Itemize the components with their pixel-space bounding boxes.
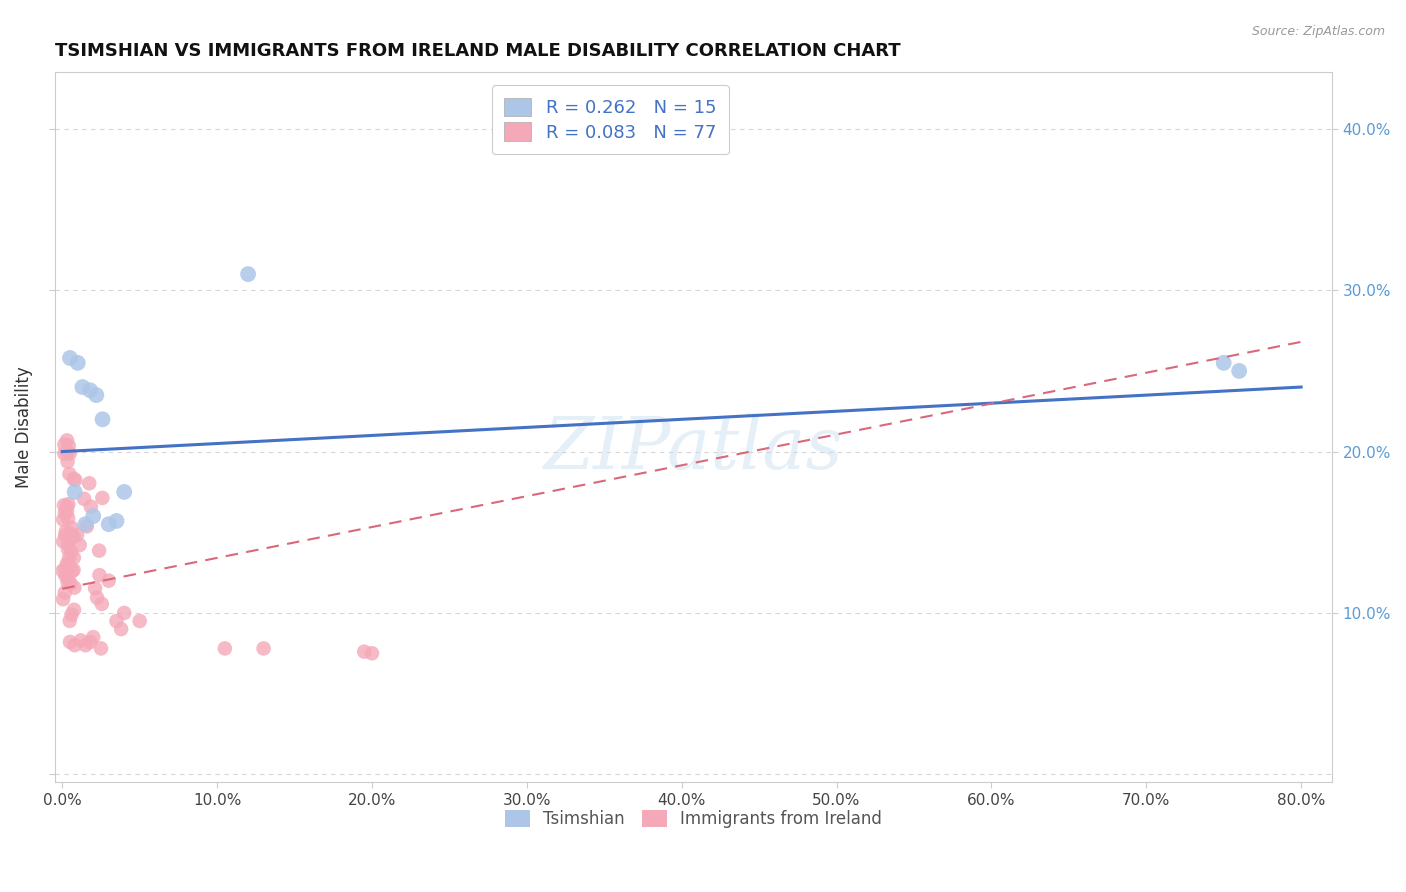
Point — [62, 530, 84, 544]
Point — [58, 497, 80, 511]
Point — [55, 569, 77, 583]
Point — [252, 641, 274, 656]
Point — [60, 545, 83, 559]
Point — [214, 641, 236, 656]
Point — [56, 504, 79, 518]
Point — [97, 517, 120, 532]
Point — [58, 532, 80, 546]
Point — [105, 514, 128, 528]
Point — [90, 641, 112, 656]
Point — [56, 445, 79, 459]
Point — [53, 528, 76, 542]
Point — [72, 380, 94, 394]
Point — [62, 550, 84, 565]
Point — [82, 509, 104, 524]
Point — [60, 564, 83, 578]
Point — [55, 524, 77, 539]
Point — [56, 542, 79, 557]
Point — [236, 267, 259, 281]
Point — [62, 563, 84, 577]
Point — [63, 484, 86, 499]
Point — [62, 472, 84, 486]
Text: TSIMSHIAN VS IMMIGRANTS FROM IRELAND MALE DISABILITY CORRELATION CHART: TSIMSHIAN VS IMMIGRANTS FROM IRELAND MAL… — [55, 42, 900, 60]
Point — [56, 576, 79, 591]
Point — [58, 550, 80, 565]
Point — [58, 438, 80, 452]
Point — [353, 645, 375, 659]
Point — [58, 559, 80, 574]
Point — [56, 444, 79, 458]
Point — [63, 638, 86, 652]
Point — [110, 622, 132, 636]
Point — [59, 446, 82, 460]
Point — [52, 513, 75, 527]
Point — [63, 581, 86, 595]
Point — [58, 558, 80, 573]
Point — [89, 568, 111, 582]
Point — [91, 412, 114, 426]
Y-axis label: Male Disability: Male Disability — [15, 367, 32, 488]
Point — [52, 534, 75, 549]
Point — [66, 528, 89, 542]
Point — [56, 537, 79, 551]
Point — [77, 476, 100, 491]
Point — [65, 473, 87, 487]
Point — [60, 607, 83, 622]
Point — [66, 356, 89, 370]
Point — [1212, 356, 1234, 370]
Point — [56, 434, 79, 448]
Legend: Tsimshian, Immigrants from Ireland: Tsimshian, Immigrants from Ireland — [498, 803, 889, 834]
Point — [84, 582, 107, 596]
Point — [59, 527, 82, 541]
Point — [91, 491, 114, 505]
Point — [70, 633, 93, 648]
Point — [75, 517, 97, 532]
Text: ZIPatlas: ZIPatlas — [544, 413, 844, 484]
Point — [79, 635, 101, 649]
Point — [82, 630, 104, 644]
Point — [52, 564, 75, 578]
Point — [361, 646, 384, 660]
Point — [53, 506, 76, 520]
Point — [86, 591, 108, 605]
Point — [80, 500, 103, 514]
Point — [56, 511, 79, 525]
Point — [59, 614, 82, 628]
Point — [1227, 364, 1250, 378]
Point — [60, 521, 83, 535]
Point — [53, 585, 76, 599]
Point — [53, 447, 76, 461]
Point — [86, 388, 108, 402]
Point — [87, 543, 110, 558]
Point — [76, 519, 98, 533]
Point — [75, 638, 97, 652]
Point — [69, 538, 91, 552]
Point — [59, 351, 82, 365]
Point — [79, 384, 101, 398]
Text: Source: ZipAtlas.com: Source: ZipAtlas.com — [1251, 25, 1385, 38]
Point — [58, 571, 80, 585]
Point — [112, 484, 135, 499]
Point — [56, 500, 79, 514]
Point — [90, 597, 112, 611]
Point — [97, 574, 120, 588]
Point — [58, 467, 80, 481]
Point — [128, 614, 150, 628]
Point — [73, 491, 96, 506]
Point — [52, 592, 75, 607]
Point — [56, 455, 79, 469]
Point — [53, 437, 76, 451]
Point — [56, 557, 79, 571]
Point — [53, 562, 76, 576]
Point — [105, 614, 128, 628]
Point — [59, 576, 82, 591]
Point — [112, 606, 135, 620]
Point — [59, 635, 82, 649]
Point — [63, 603, 86, 617]
Point — [52, 499, 75, 513]
